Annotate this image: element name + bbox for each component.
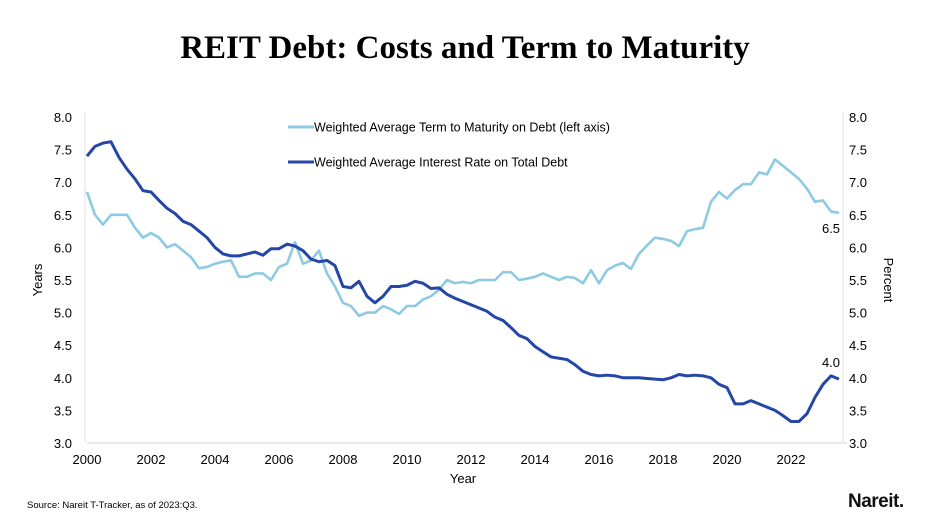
y-tick-label-right: 6.0 [849, 240, 867, 255]
y-tick-label-right: 3.5 [849, 403, 867, 418]
y-tick-label-right: 4.0 [849, 371, 867, 386]
y-tick-label-right: 4.5 [849, 338, 867, 353]
legend: Weighted Average Term to Maturity on Deb… [288, 121, 610, 170]
y-axis-title-right: Percent [881, 258, 896, 303]
chart-title: REIT Debt: Costs and Term to Maturity [180, 30, 750, 66]
y-tick-label-left: 5.5 [54, 273, 72, 288]
y-tick-label-right: 3.0 [849, 436, 867, 451]
y-tick-label-right: 6.5 [849, 208, 867, 223]
x-tick-label: 2020 [713, 452, 742, 467]
series-lines: 6.5 4.0 [85, 140, 840, 423]
y-tick-label-right: 8.0 [849, 110, 867, 125]
x-tick-label: 2014 [521, 452, 550, 467]
x-tick-label: 2008 [329, 452, 358, 467]
x-tick-label: 2012 [457, 452, 486, 467]
x-tick-label: 2002 [137, 452, 166, 467]
y-tick-label-left: 6.5 [54, 208, 72, 223]
legend-label: Weighted Average Term to Maturity on Deb… [314, 121, 610, 135]
x-tick-label: 2022 [777, 452, 806, 467]
y-tick-label-right: 5.5 [849, 273, 867, 288]
x-tick-label: 2006 [265, 452, 294, 467]
end-value-label: 4.0 [822, 355, 840, 370]
y-tick-label-left: 3.0 [54, 436, 72, 451]
y-tick-label-right: 7.5 [849, 143, 867, 158]
series-line-term-to-maturity [85, 158, 840, 318]
x-tick-label: 2000 [73, 452, 102, 467]
x-tick-label: 2016 [585, 452, 614, 467]
nareit-logo: Nareit. [848, 491, 904, 512]
y-tick-label-left: 3.5 [54, 403, 72, 418]
legend-label: Weighted Average Interest Rate on Total … [314, 156, 568, 170]
y-tick-label-right: 5.0 [849, 306, 867, 321]
x-axis-title: Year [450, 471, 477, 486]
y-tick-label-left: 7.0 [54, 175, 72, 190]
y-tick-label-left: 8.0 [54, 110, 72, 125]
x-tick-label: 2004 [201, 452, 230, 467]
y-tick-label-left: 4.0 [54, 371, 72, 386]
y-tick-label-left: 5.0 [54, 306, 72, 321]
x-tick-label: 2018 [649, 452, 678, 467]
y-tick-label-left: 4.5 [54, 338, 72, 353]
y-axis-title-left: Years [30, 263, 45, 296]
y-tick-label-left: 7.5 [54, 143, 72, 158]
y-tick-label-right: 7.0 [849, 175, 867, 190]
end-value-label: 6.5 [822, 221, 840, 236]
x-tick-label: 2010 [393, 452, 422, 467]
axes: 2000 2002 2004 2006 2008 2010 2012 2014 2016 2018… [30, 110, 896, 486]
source-note: Source: Nareit T-Tracker, as of 2023:Q3. [27, 500, 198, 511]
y-tick-label-left: 6.0 [54, 240, 72, 255]
